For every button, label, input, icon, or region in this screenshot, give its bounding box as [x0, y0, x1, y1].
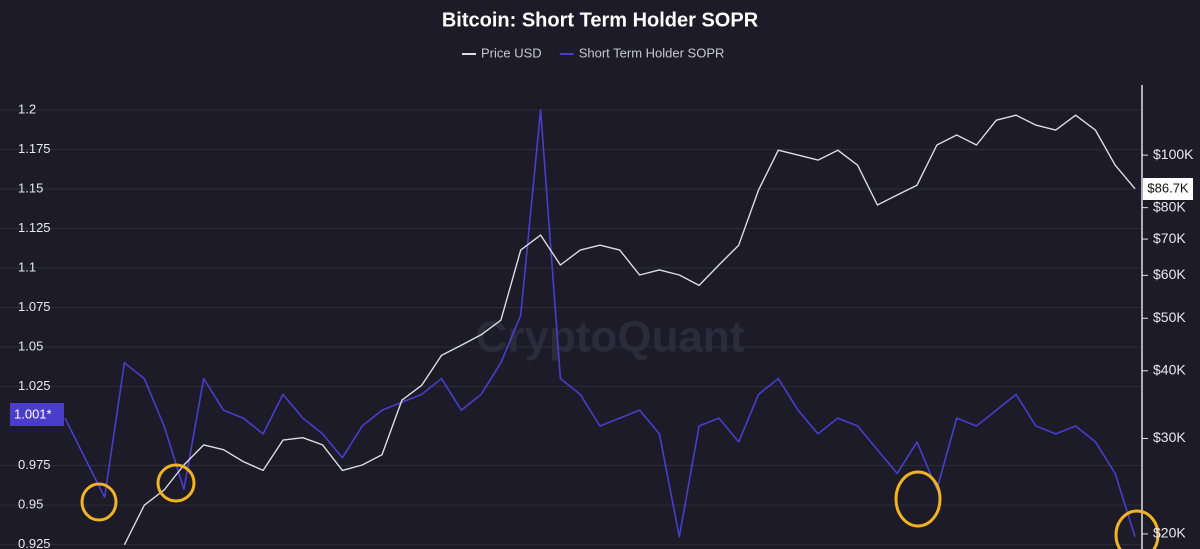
current-price-label: $86.7K: [1147, 180, 1189, 195]
y-tick-label: 1.075: [18, 299, 51, 314]
y-tick-label: 0.975: [18, 457, 51, 472]
legend: Price USD Short Term Holder SOPR: [462, 45, 724, 60]
highlight-circle: [894, 470, 942, 528]
y2-tick-label: $30K: [1153, 429, 1186, 445]
y-tick-label: 1.025: [18, 378, 51, 393]
y2-tick-label: $40K: [1153, 361, 1186, 377]
highlight-circle: [156, 463, 196, 503]
watermark: CryptoQuant: [476, 313, 745, 362]
series-line: [123, 114, 1136, 546]
current-price-box: [1143, 178, 1193, 200]
y-tick-label: 0.95: [18, 497, 43, 512]
y-tick-label: 1.05: [18, 338, 43, 353]
current-value-box: [10, 403, 64, 426]
y2-tick-label: $50K: [1153, 309, 1186, 325]
y2-tick-label: $80K: [1153, 198, 1186, 214]
y-tick-label: 0.925: [18, 536, 51, 549]
y-tick-label: 1.175: [18, 141, 51, 156]
grid: [0, 109, 1142, 546]
y-tick-label: 1.2: [18, 101, 36, 116]
y2-tick-label: $100K: [1153, 146, 1194, 162]
series-line: [64, 109, 1136, 538]
y-tick-label: 1.15: [18, 180, 43, 195]
y2-tick-label: $20K: [1153, 525, 1186, 541]
legend-label: Short Term Holder SOPR: [579, 45, 725, 60]
y2-tick-label: $60K: [1153, 266, 1186, 282]
y2-tick-label: $70K: [1153, 230, 1186, 246]
highlight-circles: [80, 463, 1160, 549]
plot: [64, 109, 1136, 546]
y-tick-label: 1.125: [18, 220, 51, 235]
highlight-circle: [80, 482, 118, 522]
legend-label: Price USD: [481, 45, 542, 60]
y-tick-label: 1.1: [18, 259, 36, 274]
chart-title: Bitcoin: Short Term Holder SOPR: [442, 9, 759, 31]
highlight-circle: [1114, 509, 1160, 549]
current-value-label: 1.001*: [14, 406, 52, 421]
